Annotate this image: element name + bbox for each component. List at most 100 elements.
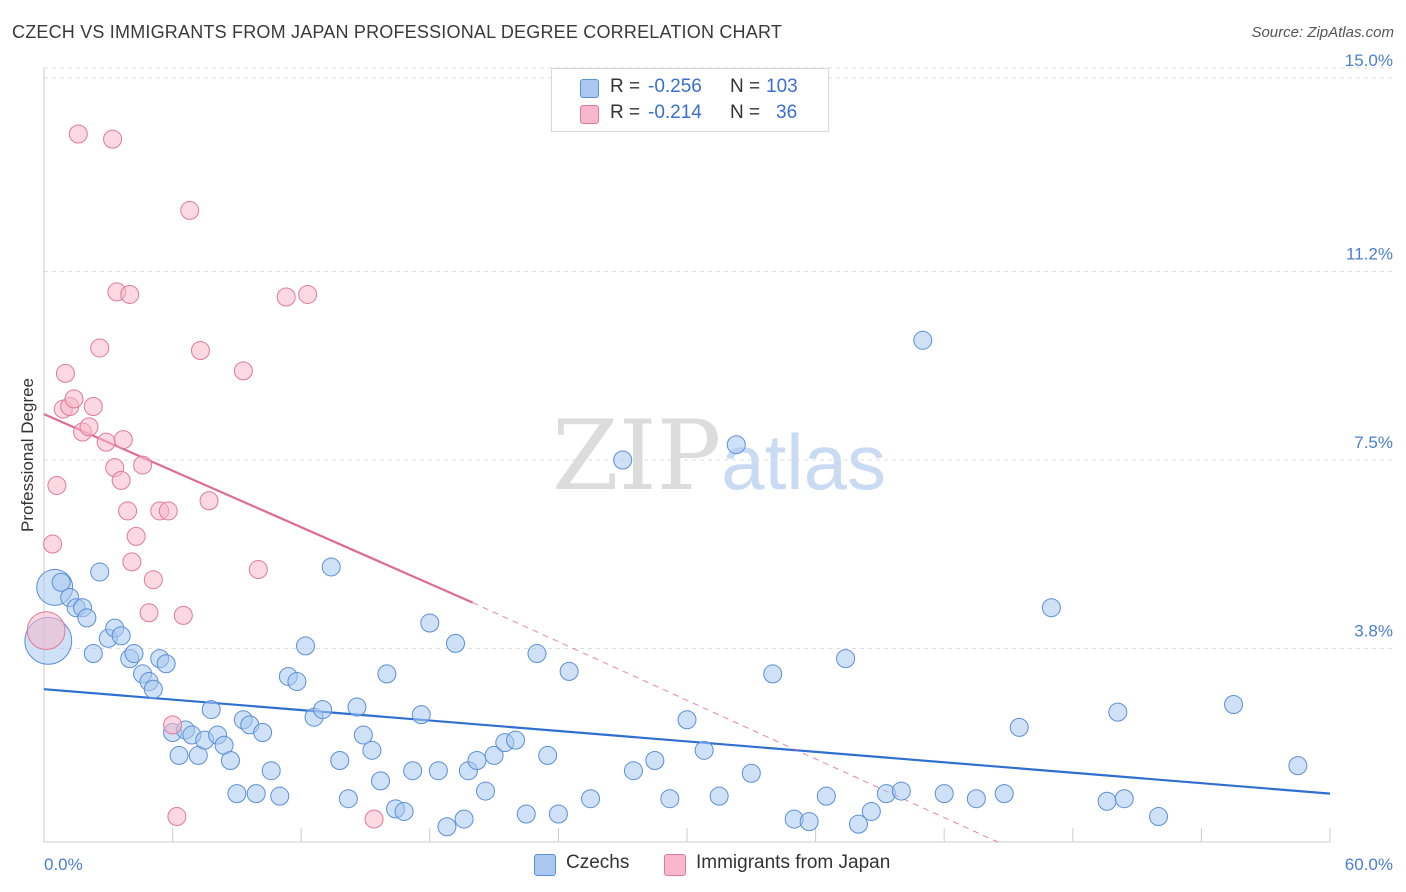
czech-point: [411, 705, 431, 725]
czech-point: [428, 761, 448, 781]
czech-point: [484, 745, 504, 765]
japan-point: [248, 560, 268, 580]
japan-point: [118, 501, 138, 521]
axes: [43, 68, 1331, 843]
czech-point: [527, 644, 547, 664]
czech-point: [362, 740, 382, 760]
czech-point: [836, 649, 856, 669]
legend-n-value: 103: [766, 76, 798, 97]
y-axis-label: Professional Degree: [18, 378, 37, 532]
japan-point: [64, 389, 84, 409]
japan-point: [47, 475, 67, 495]
czech-point: [347, 697, 367, 717]
czech-point: [261, 761, 281, 781]
correlation-legend: R = -0.256 N = 103 R = -0.214 N = 36: [551, 68, 829, 132]
japan-point: [276, 287, 296, 307]
japan-point: [55, 363, 75, 383]
japan-point: [79, 417, 99, 437]
czech-point: [156, 654, 176, 674]
japan-point: [199, 491, 219, 511]
japan-point: [167, 807, 187, 827]
czech-point: [476, 781, 496, 801]
legend-r-label: R =: [610, 76, 641, 97]
japan-point: [43, 534, 63, 554]
czech-point: [506, 730, 526, 750]
japan-point: [122, 552, 142, 572]
czech-point: [253, 722, 273, 742]
japan-point: [126, 526, 146, 546]
japan-point: [103, 129, 123, 149]
data-points: [24, 124, 1308, 837]
japan-trend-extension: [472, 602, 998, 843]
czech-point: [295, 636, 315, 656]
japan-point: [143, 570, 163, 590]
y-tick-label: 7.5%: [1354, 433, 1393, 452]
czech-point: [394, 801, 414, 821]
y-tick-label: 3.8%: [1354, 621, 1393, 640]
czech-point: [169, 745, 189, 765]
czech-point: [420, 613, 440, 633]
czech-point: [124, 644, 144, 664]
czech-point: [538, 745, 558, 765]
czech-point: [581, 789, 601, 809]
czech-point: [559, 661, 579, 681]
chart-title: CZECH VS IMMIGRANTS FROM JAPAN PROFESSIO…: [12, 22, 783, 42]
japan-point: [96, 432, 116, 452]
legend-r-value: -0.256: [648, 76, 702, 97]
legend-n-label: N =: [730, 102, 761, 123]
czech-point: [966, 789, 986, 809]
legend-r-label: R =: [610, 102, 641, 123]
japan-point: [83, 397, 103, 417]
japan-point: [133, 455, 153, 475]
japan-point: [190, 340, 210, 360]
czech-point: [111, 626, 131, 646]
bottom-legend-swatch-czechs: [534, 854, 556, 876]
japan-point: [180, 200, 200, 220]
czech-point: [330, 751, 350, 771]
bottom-legend-label-japan: Immigrants from Japan: [696, 852, 891, 873]
czech-point: [1009, 717, 1029, 737]
czech-point: [83, 644, 103, 664]
japan-point: [233, 361, 253, 381]
japan-point: [173, 605, 193, 625]
czech-point: [726, 435, 746, 455]
czech-point: [1097, 791, 1117, 811]
czech-point: [1288, 756, 1308, 776]
czech-point: [623, 761, 643, 781]
japan-point: [113, 430, 133, 450]
czech-point: [77, 608, 97, 628]
czech-point: [1041, 598, 1061, 618]
japan-point: [90, 338, 110, 358]
japan-point: [158, 501, 178, 521]
czech-point: [90, 562, 110, 582]
legend-row-japan: R = -0.214 N = 36: [552, 101, 828, 127]
czech-point: [891, 781, 911, 801]
japan-point: [26, 611, 66, 651]
trend-lines: [43, 413, 1331, 843]
legend-r-value: -0.214: [648, 102, 702, 123]
bottom-legend-swatch-japan: [664, 854, 686, 876]
czech-point: [377, 664, 397, 684]
czech-trend-line: [43, 688, 1331, 795]
czech-point: [371, 771, 391, 791]
y-tick-label: 11.2%: [1346, 245, 1393, 264]
czech-point: [1149, 807, 1169, 827]
legend-swatch-czechs: [580, 79, 599, 98]
x-tick-label: 0.0%: [44, 855, 83, 874]
czech-point: [613, 450, 633, 470]
czech-point: [51, 572, 71, 592]
bottom-legend-label-czechs: Czechs: [566, 852, 630, 873]
czech-point: [227, 784, 247, 804]
czech-point: [741, 763, 761, 783]
czech-point: [913, 330, 933, 350]
czech-point: [338, 789, 358, 809]
czech-point: [934, 784, 954, 804]
legend-n-label: N =: [730, 76, 761, 97]
czech-point: [694, 740, 714, 760]
czech-point: [994, 784, 1014, 804]
czech-point: [1108, 702, 1128, 722]
japan-point: [298, 284, 318, 304]
czech-point: [861, 801, 881, 821]
legend-swatch-japan: [580, 105, 599, 124]
